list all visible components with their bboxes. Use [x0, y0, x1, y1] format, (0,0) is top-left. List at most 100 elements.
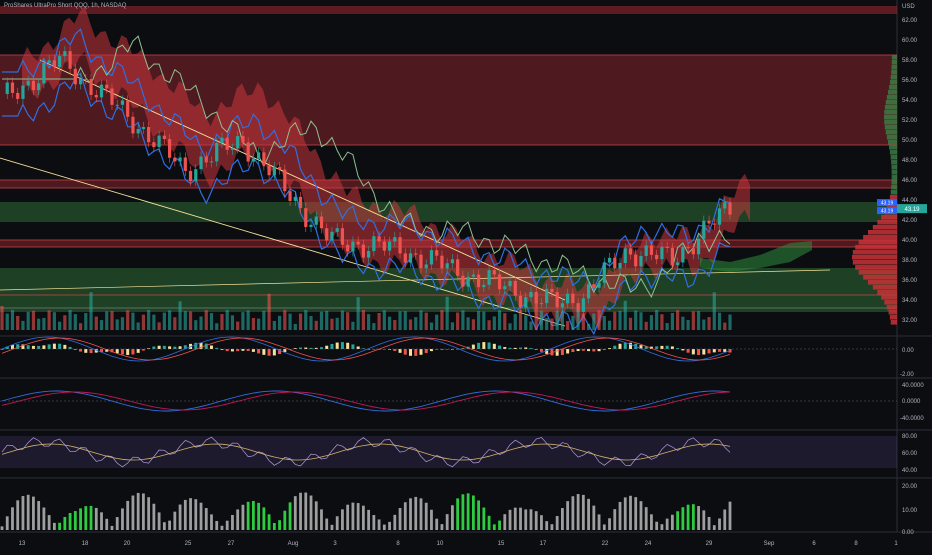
volume-bar	[152, 314, 156, 330]
volume-bar	[251, 317, 255, 330]
volume-oscillator-bar	[314, 501, 318, 530]
macd-histogram-bar	[508, 347, 512, 349]
volume-oscillator-bar	[670, 514, 674, 530]
volume-oscillator-bar	[325, 518, 329, 530]
macd-histogram-bar	[356, 346, 360, 349]
volume-bar	[686, 319, 690, 330]
macd-histogram-bar	[539, 349, 543, 352]
volume-oscillator-bar	[597, 514, 601, 530]
time-axis-label: 13	[19, 541, 26, 547]
price-tick-label: 50.00	[902, 138, 918, 144]
macd-histogram-bar	[215, 347, 219, 349]
candle-body	[251, 158, 255, 162]
macd-histogram-bar	[47, 344, 51, 349]
candle-body	[571, 293, 575, 304]
macd-histogram-bar	[220, 349, 224, 350]
volume-oscillator-bar	[0, 526, 4, 530]
candle-body	[623, 248, 627, 264]
macd-histogram-bar	[529, 348, 533, 349]
price-tick-label: 40.00	[902, 238, 918, 244]
volume-profile-bar	[855, 265, 897, 270]
volume-profile-bar	[891, 55, 897, 60]
candle-body	[597, 282, 601, 288]
volume-oscillator-bar	[409, 498, 412, 530]
volume-profile-bar	[888, 90, 897, 95]
candle-body	[429, 250, 434, 265]
volume-oscillator-bar	[461, 494, 465, 530]
volume-bar	[655, 310, 659, 330]
volume-bar	[367, 314, 371, 330]
volume-bar	[21, 320, 25, 330]
macd-histogram-bar	[697, 349, 701, 355]
candle-body	[340, 228, 345, 245]
macd-histogram-bar	[712, 349, 716, 353]
volume-bar	[707, 317, 711, 330]
macd-histogram-bar	[241, 349, 245, 351]
volume-oscillator-bar	[335, 516, 339, 530]
candle-body	[68, 51, 72, 69]
volume-bar	[461, 310, 465, 330]
macd-histogram-bar	[429, 349, 433, 352]
macd-histogram-bar	[94, 349, 98, 353]
price-badge-upper-label: 43.19	[881, 201, 894, 207]
time-axis-label: Aug	[288, 541, 299, 547]
macd-histogram-bar	[482, 342, 486, 349]
price-tick-label: 46.00	[902, 178, 918, 184]
volume-bar	[325, 310, 329, 330]
volume-profile-bar	[855, 245, 897, 250]
rsi-signal-line	[1, 443, 731, 461]
volume-bar	[335, 317, 339, 330]
macd-histogram-bar	[403, 349, 407, 355]
volume-profile-bar	[881, 295, 897, 300]
macd-histogram-bar	[388, 349, 392, 350]
candle-body	[188, 170, 193, 182]
volume-bar	[37, 318, 41, 330]
volume-oscillator-bar	[11, 507, 14, 530]
volume-oscillator-bar	[639, 501, 643, 530]
volume-oscillator-bar	[142, 493, 145, 530]
macd-histogram-bar	[37, 345, 41, 349]
candle-body	[16, 92, 20, 99]
candle-body	[120, 100, 125, 105]
volume-oscillator-bar	[147, 497, 151, 530]
time-axis-label: 22	[602, 541, 609, 547]
volume-bar	[649, 315, 654, 330]
volume-bar	[560, 311, 565, 330]
volume-bar	[628, 317, 633, 330]
volume-bar	[330, 318, 334, 330]
volume-bar	[63, 315, 67, 330]
volume-oscillator-bar	[47, 515, 51, 530]
volume-bar	[482, 311, 486, 330]
volume-oscillator-bar	[430, 509, 433, 530]
ichimoku-cloud-green	[700, 241, 812, 272]
volume-bar	[445, 296, 449, 330]
volume-oscillator-bar	[466, 493, 470, 530]
candle-body	[655, 254, 659, 260]
candle-body	[351, 241, 355, 252]
volume-oscillator-bar	[550, 524, 554, 530]
macd-histogram-bar	[592, 349, 596, 352]
time-axis-label: 18	[82, 541, 89, 547]
volume-oscillator-bar	[398, 508, 402, 530]
volume-bar	[429, 322, 434, 330]
macd-histogram-bar	[382, 349, 386, 350]
volume-bar	[607, 320, 612, 330]
ichimoku-cloud	[22, 6, 750, 329]
volume-profile-bar	[881, 215, 897, 220]
macd-histogram-bar	[477, 342, 481, 349]
candle-body	[524, 297, 528, 308]
volume-bar	[78, 323, 83, 330]
candle-body	[236, 136, 240, 149]
macd-histogram-bar	[602, 349, 606, 351]
volume-oscillator-bar	[608, 518, 611, 530]
candle-body	[99, 84, 104, 98]
volume-bar	[99, 320, 104, 330]
candle-body	[545, 288, 549, 304]
candle-body	[613, 257, 617, 269]
volume-bar	[204, 310, 208, 330]
macd-histogram-bar	[524, 347, 528, 349]
volume-oscillator-bar	[121, 508, 124, 530]
candle-body	[367, 251, 371, 258]
